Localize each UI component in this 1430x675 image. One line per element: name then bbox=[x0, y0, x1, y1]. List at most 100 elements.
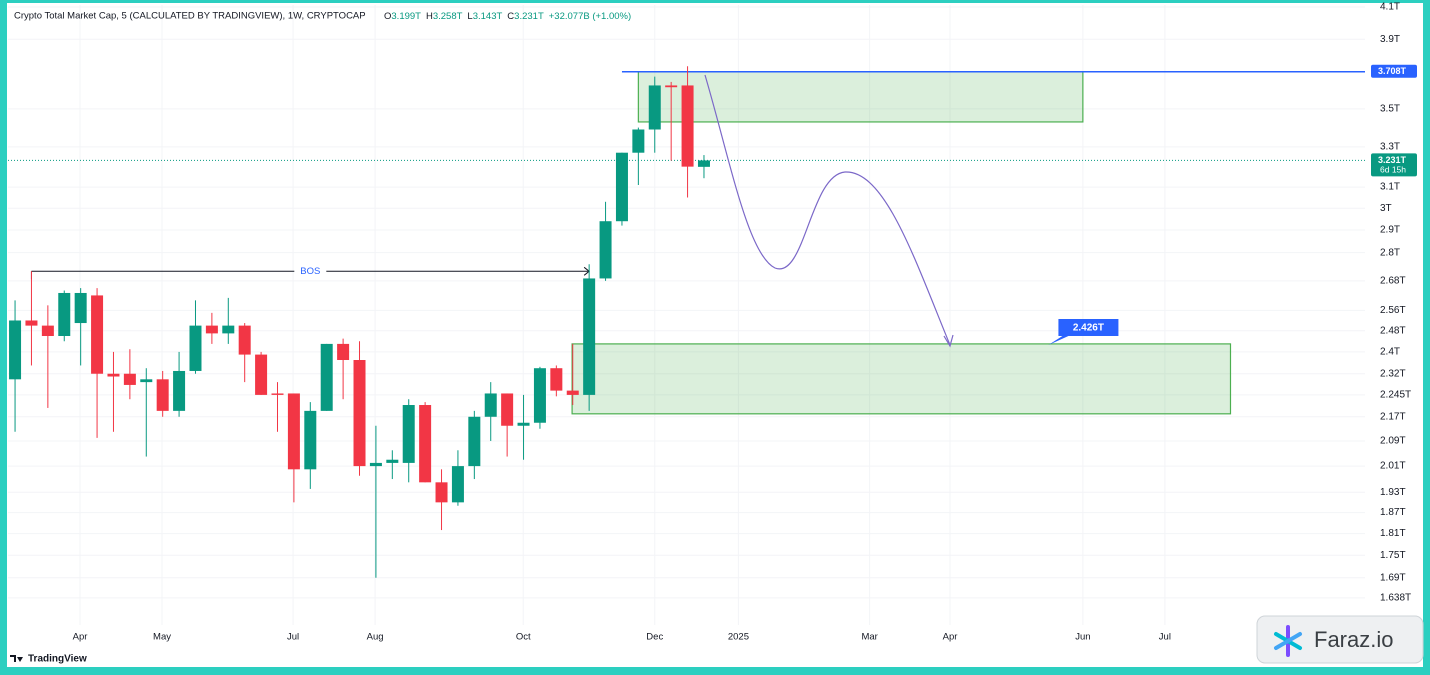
x-tick-label: 2025 bbox=[728, 632, 749, 643]
candle-body bbox=[484, 393, 497, 417]
resistance-badge bbox=[1371, 64, 1417, 78]
overlay: 2.426T bbox=[704, 74, 1119, 348]
candle-body bbox=[9, 320, 22, 380]
ohlc-key: C bbox=[507, 11, 514, 22]
y-tick-label: 1.638T bbox=[1380, 593, 1411, 604]
footer-text: TradingView bbox=[28, 654, 87, 665]
ohlc-key: O bbox=[384, 11, 391, 22]
ohlc-key: L bbox=[467, 11, 472, 22]
candle-body bbox=[501, 393, 514, 426]
y-tick-label: 3.5T bbox=[1380, 104, 1400, 115]
candle-body bbox=[353, 360, 366, 467]
y-tick-label: 2.68T bbox=[1380, 275, 1406, 286]
y-tick-label: 1.75T bbox=[1380, 550, 1406, 561]
candle-body bbox=[615, 152, 628, 222]
x-tick-label: Jul bbox=[1159, 632, 1171, 643]
bos-label: BOS bbox=[300, 266, 320, 277]
candle-body bbox=[271, 393, 284, 395]
y-tick-label: 4.1T bbox=[1380, 2, 1400, 13]
candle-body bbox=[468, 416, 481, 467]
ohlc-value: 3.258T bbox=[433, 11, 463, 22]
y-tick-label: 1.81T bbox=[1380, 528, 1406, 539]
watermark-icon bbox=[1274, 625, 1302, 657]
y-tick-label: 2.9T bbox=[1380, 225, 1400, 236]
ohlc-value: 3.199T bbox=[391, 11, 421, 22]
price-badge-label: 3.231T bbox=[1378, 155, 1407, 165]
ohlc-key: H bbox=[426, 11, 433, 22]
target-label: 2.426T bbox=[1073, 323, 1104, 334]
tradingview-icon bbox=[10, 655, 23, 662]
target-callout bbox=[1048, 318, 1119, 345]
x-tick-label: Dec bbox=[646, 632, 663, 643]
x-tick-label: Oct bbox=[516, 632, 531, 643]
projection-path bbox=[704, 74, 951, 346]
watermark-box bbox=[1256, 615, 1424, 664]
candle-body bbox=[238, 325, 251, 355]
candle-body bbox=[697, 160, 710, 167]
candle-body bbox=[107, 373, 120, 377]
watermark-text: Faraz.io bbox=[1314, 627, 1393, 652]
projection-arrowhead bbox=[943, 334, 954, 348]
y-tick-label: 2.56T bbox=[1380, 305, 1406, 316]
y-tick-label: 2.01T bbox=[1380, 461, 1406, 472]
candle-body bbox=[369, 462, 382, 467]
candle-body bbox=[337, 343, 350, 361]
candle-body bbox=[123, 373, 136, 385]
x-tick-label: Aug bbox=[367, 632, 384, 643]
zone bbox=[637, 71, 1084, 123]
zone bbox=[571, 343, 1232, 415]
candle-body bbox=[386, 459, 399, 463]
footer-logo: TradingView bbox=[10, 654, 87, 665]
candle-body bbox=[517, 422, 530, 426]
ohlc-change: +32.077B (+1.00%) bbox=[549, 11, 631, 22]
candle-body bbox=[451, 466, 464, 503]
candle-body bbox=[91, 295, 104, 374]
candle-body bbox=[173, 370, 186, 411]
x-tick-label: Apr bbox=[73, 632, 88, 643]
watermark: Faraz.io bbox=[1256, 615, 1424, 664]
candle-body bbox=[632, 129, 645, 153]
candle-body bbox=[648, 85, 661, 130]
candle-body bbox=[599, 221, 612, 279]
candle-body bbox=[665, 85, 678, 88]
candle-body bbox=[222, 325, 235, 334]
candle-body bbox=[255, 354, 268, 395]
y-tick-label: 3.1T bbox=[1380, 182, 1400, 193]
candle-body bbox=[58, 292, 71, 337]
candle-body bbox=[402, 405, 415, 463]
x-tick-label: Jul bbox=[287, 632, 299, 643]
candle-body bbox=[419, 405, 432, 483]
x-tick-label: Apr bbox=[943, 632, 958, 643]
candles bbox=[9, 66, 710, 578]
candle-body bbox=[140, 379, 153, 383]
y-tick-label: 1.69T bbox=[1380, 572, 1406, 583]
y-tick-label: 3.9T bbox=[1380, 34, 1400, 45]
y-tick-label: 3.3T bbox=[1380, 141, 1400, 152]
candle-body bbox=[25, 320, 38, 326]
y-tick-label: 2.8T bbox=[1380, 247, 1400, 258]
candle-body bbox=[304, 410, 317, 470]
x-tick-label: May bbox=[153, 632, 171, 643]
y-tick-label: 1.93T bbox=[1380, 487, 1406, 498]
candle-body bbox=[583, 278, 596, 395]
grid bbox=[8, 5, 1365, 625]
x-tick-label: Jun bbox=[1075, 632, 1090, 643]
y-tick-label: 2.4T bbox=[1380, 347, 1400, 358]
y-tick-label: 2.09T bbox=[1380, 436, 1406, 447]
candle-body bbox=[533, 368, 546, 423]
x-tick-label: Mar bbox=[861, 632, 877, 643]
bos-label-bg bbox=[294, 264, 327, 279]
y-tick-label: 3T bbox=[1380, 203, 1392, 214]
price-badge bbox=[1371, 153, 1417, 177]
candle-body bbox=[566, 390, 579, 395]
ohlc-legend: O3.199T H3.258T L3.143T C3.231T +32.077B (+1… bbox=[384, 11, 631, 22]
ohlc-value: 3.231T bbox=[514, 11, 544, 22]
candle-body bbox=[74, 292, 87, 324]
candle-body bbox=[189, 325, 202, 371]
y-tick-label: 1.87T bbox=[1380, 507, 1406, 518]
candle-body bbox=[156, 379, 169, 411]
candle-body bbox=[320, 343, 333, 411]
candle-body bbox=[41, 325, 54, 337]
